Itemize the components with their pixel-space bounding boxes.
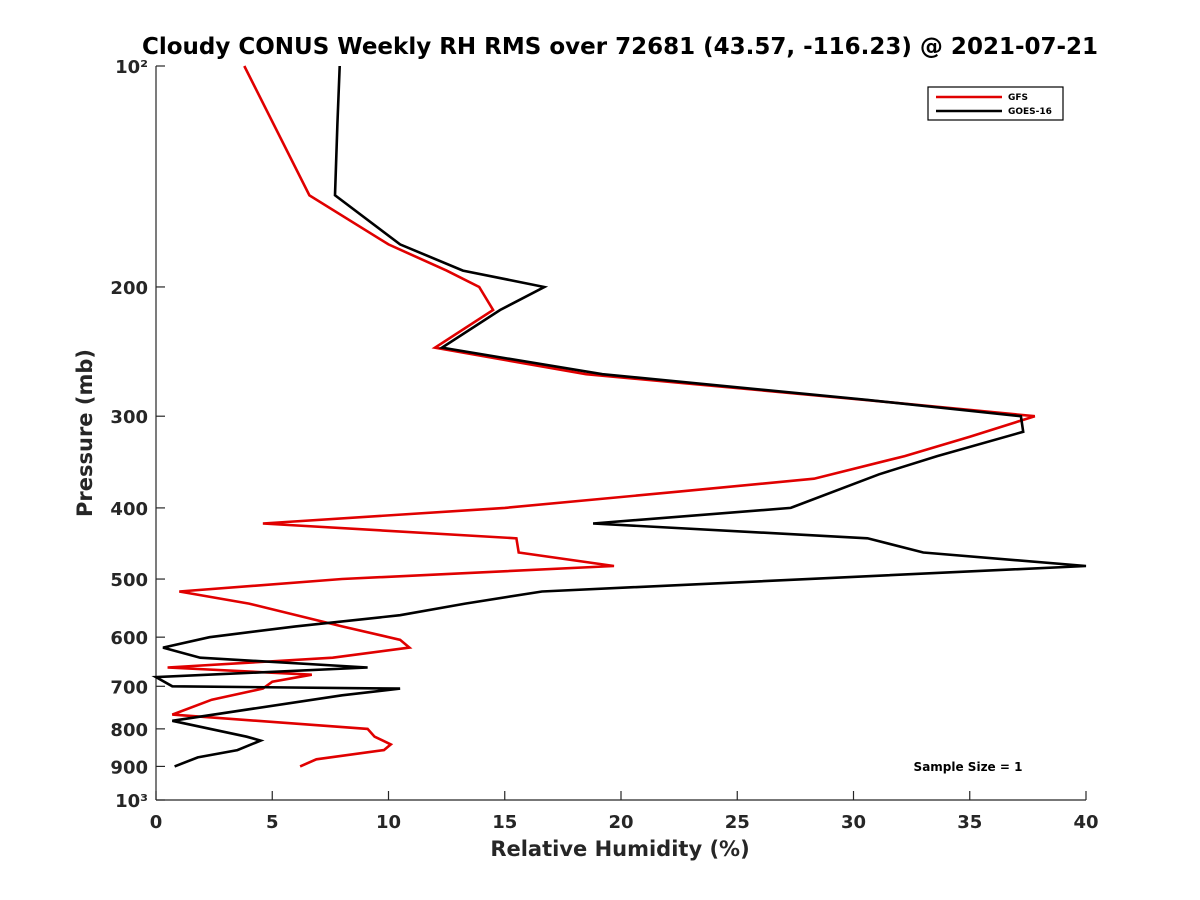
y-tick-label: 10³ bbox=[115, 791, 148, 812]
y-tick-label: 800 bbox=[110, 720, 148, 741]
x-tick-label: 15 bbox=[492, 812, 517, 833]
y-tick-label: 900 bbox=[110, 757, 148, 778]
series-line-goes-16 bbox=[151, 65, 1087, 768]
x-tick-label: 5 bbox=[266, 812, 279, 833]
y-tick-label: 10² bbox=[115, 57, 148, 78]
y-tick-label: 200 bbox=[110, 278, 148, 299]
x-tick-label: 20 bbox=[608, 812, 633, 833]
x-tick-label: 35 bbox=[957, 812, 982, 833]
x-axis-label: Relative Humidity (%) bbox=[490, 837, 749, 861]
x-tick-label: 25 bbox=[725, 812, 750, 833]
series-group bbox=[151, 65, 1087, 768]
sample-size-note: Sample Size = 1 bbox=[914, 760, 1023, 774]
x-tick-label: 0 bbox=[150, 812, 163, 833]
legend: GFS GOES-16 bbox=[927, 86, 1064, 121]
x-tick-label: 30 bbox=[841, 812, 866, 833]
y-tick-label: 500 bbox=[110, 570, 148, 591]
x-tick-label: 10 bbox=[376, 812, 401, 833]
legend-label: GFS bbox=[1008, 93, 1028, 103]
y-tick-label: 300 bbox=[110, 407, 148, 428]
y-axis-label: Pressure (mb) bbox=[73, 349, 97, 517]
y-tick-label: 700 bbox=[110, 677, 148, 698]
y-tick-label: 400 bbox=[110, 499, 148, 520]
legend-box bbox=[927, 86, 1064, 121]
x-axis: 0 5 10 15 20 25 30 35 40 bbox=[150, 791, 1099, 833]
plot-area bbox=[155, 66, 1086, 801]
x-tick-label: 40 bbox=[1073, 812, 1098, 833]
chart-title: Cloudy CONUS Weekly RH RMS over 72681 (4… bbox=[142, 34, 1098, 60]
y-tick-label: 600 bbox=[110, 628, 148, 649]
y-axis: 10² 200 300 400 500 600 700 800 900 10³ bbox=[110, 57, 165, 812]
series-line-gfs bbox=[167, 65, 1036, 768]
legend-label: GOES-16 bbox=[1008, 107, 1052, 117]
